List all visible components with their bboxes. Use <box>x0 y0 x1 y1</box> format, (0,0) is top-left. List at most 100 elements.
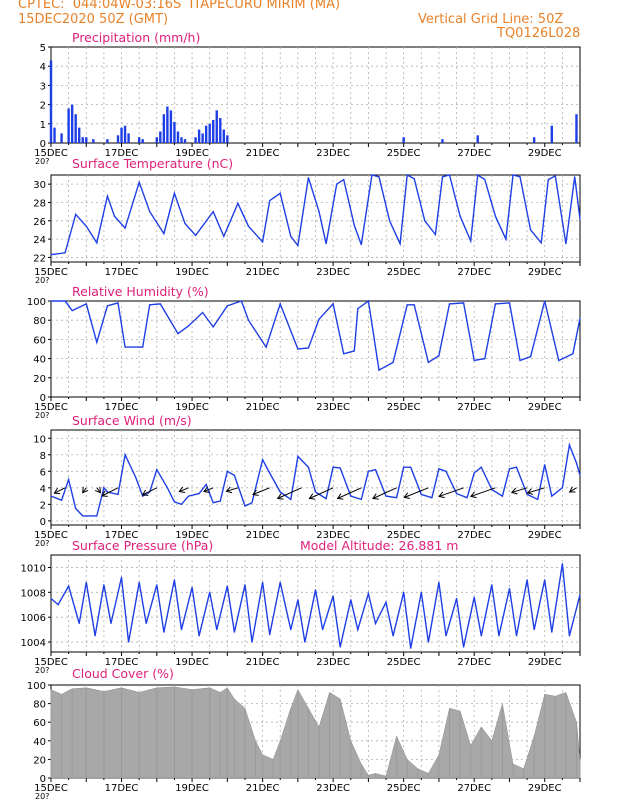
data-point <box>212 211 214 213</box>
data-point <box>544 300 546 302</box>
panel-title: Surface Wind (m/s) <box>72 413 192 428</box>
wind-arrow-shaft <box>569 487 577 493</box>
data-point <box>89 515 91 517</box>
precip-bar <box>402 137 405 143</box>
data-point <box>438 468 440 470</box>
data-point <box>106 305 109 307</box>
x-tick-label: 19DEC <box>175 530 209 541</box>
wind-arrow <box>225 486 239 494</box>
x-tick-label: 21DEC <box>246 783 280 794</box>
y-tick-label: 4 <box>40 62 46 73</box>
data-point <box>117 493 119 496</box>
data-point <box>470 240 472 242</box>
precip-bar <box>476 135 479 143</box>
data-point <box>142 346 144 348</box>
wind-arrow-head <box>53 488 61 495</box>
data-point <box>318 211 320 213</box>
panel-2: 22 24 26 28 30 15DEC 17DEC 19DEC 21DEC 23DEC 25DEC… <box>33 156 581 285</box>
x-tick-label: 25DEC <box>387 402 421 413</box>
panel-4: 0 2 4 6 8 10 15DEC 17DEC 19DEC 21DEC 23DEC 25DEC 27D… <box>33 413 581 548</box>
data-point <box>219 500 221 502</box>
data-point <box>406 304 408 306</box>
wind-arrow-shaft <box>82 487 87 493</box>
wind-arrow-shaft <box>101 487 119 497</box>
wind-arrow-head <box>203 486 210 493</box>
data-point <box>378 176 380 178</box>
x-tick-label: 19DEC <box>175 402 209 413</box>
x-tick-label: 25DEC <box>387 657 421 668</box>
data-point <box>103 487 105 489</box>
data-point <box>314 589 317 591</box>
data-point <box>568 635 571 637</box>
data-point <box>332 466 334 468</box>
wind-arrow-shaft <box>203 487 214 493</box>
data-point <box>403 591 405 593</box>
data-point <box>85 303 87 305</box>
x-tick-label: 21DEC <box>246 402 280 413</box>
data-point <box>50 597 52 600</box>
y-tick-label: 26 <box>33 217 46 228</box>
wind-arrow-head <box>438 491 445 499</box>
x-tick-label: 19DEC <box>175 657 209 668</box>
x-tick-label: 17DEC <box>105 530 139 541</box>
data-point <box>367 592 369 595</box>
y-tick-label: 100 <box>27 681 46 692</box>
data-point <box>226 585 228 587</box>
data-point <box>508 468 511 470</box>
data-point <box>508 587 511 590</box>
data-point <box>572 353 574 355</box>
y-tick-label: 6 <box>40 467 46 478</box>
wind-arrow-shaft <box>438 487 464 497</box>
panel-annotation: Model Altitude: 26.881 m <box>300 538 458 553</box>
data-point <box>205 483 207 486</box>
precip-bar <box>204 125 208 143</box>
data-point <box>455 493 458 495</box>
data-point <box>533 629 535 631</box>
year-label: 20? <box>35 666 49 675</box>
x-tick-label: 15DEC <box>34 148 68 159</box>
precip-bar <box>53 127 56 143</box>
data-point <box>350 599 352 601</box>
precip-bar <box>81 137 84 143</box>
y-tick-label: 24 <box>33 235 46 246</box>
precip-bar <box>176 131 180 143</box>
y-tick-label: 5 <box>40 43 46 54</box>
wind-arrow <box>53 487 66 495</box>
y-tick-label: 60 <box>33 335 46 346</box>
wind-arrow-head <box>225 486 233 494</box>
panel-frame <box>50 554 581 653</box>
data-point <box>50 495 52 497</box>
precip-bar <box>215 110 218 143</box>
data-point <box>78 622 80 624</box>
data-point <box>166 487 168 489</box>
data-point <box>85 225 87 227</box>
data-point <box>265 346 267 348</box>
precip-bar <box>67 108 70 143</box>
data-point <box>558 359 560 362</box>
data-point <box>438 355 440 357</box>
precip-bar <box>219 118 222 143</box>
data-point <box>554 175 556 177</box>
panel-5: 1004 1006 1008 1010 15DEC 17DEC 19DEC 21DEC 23DE… <box>21 538 581 675</box>
wind-arrow-shaft <box>179 487 189 493</box>
header-station: CPTEC: 044:04W-03:16S ITAPECURU MIRIM (M… <box>18 0 341 12</box>
data-point <box>473 472 475 474</box>
y-tick-label: 20 <box>33 755 46 766</box>
precip-bar <box>208 123 211 143</box>
precip-bar <box>575 114 578 143</box>
wind-arrow-shaft <box>54 487 66 494</box>
x-tick-label: 17DEC <box>105 657 139 668</box>
data-point <box>537 498 539 500</box>
data-point <box>466 497 468 499</box>
y-tick-label: 22 <box>33 253 46 264</box>
data-point <box>209 591 211 593</box>
x-tick-label: 29DEC <box>528 783 562 794</box>
data-point <box>180 503 183 505</box>
data-point <box>547 178 549 181</box>
x-tick-label: 19DEC <box>175 267 209 278</box>
data-point <box>501 495 504 497</box>
data-point <box>223 235 225 237</box>
x-tick-label: 19DEC <box>175 148 209 159</box>
data-point <box>68 585 70 587</box>
data-point <box>575 462 578 464</box>
